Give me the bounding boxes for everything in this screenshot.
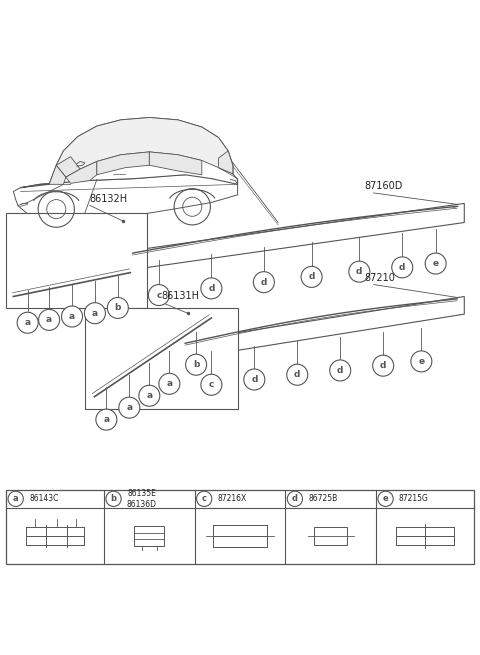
Circle shape <box>96 409 117 430</box>
Text: 86143C: 86143C <box>29 495 59 503</box>
Text: d: d <box>261 278 267 287</box>
Polygon shape <box>149 152 202 175</box>
Text: 86131H: 86131H <box>161 291 199 301</box>
Text: a: a <box>13 495 19 503</box>
Polygon shape <box>66 161 97 183</box>
Text: c: c <box>156 291 162 299</box>
Text: d: d <box>292 495 298 503</box>
Polygon shape <box>13 172 238 219</box>
Text: a: a <box>166 379 172 388</box>
Circle shape <box>411 351 432 372</box>
Text: b: b <box>115 303 121 312</box>
Circle shape <box>425 253 446 274</box>
Polygon shape <box>218 151 233 174</box>
Bar <box>6 213 147 309</box>
Text: d: d <box>399 263 406 272</box>
Polygon shape <box>180 297 464 360</box>
Text: d: d <box>380 361 386 370</box>
Text: a: a <box>46 315 52 324</box>
Polygon shape <box>49 165 66 184</box>
Text: d: d <box>251 375 257 384</box>
Polygon shape <box>128 204 464 271</box>
Text: d: d <box>208 284 215 293</box>
Circle shape <box>84 303 106 324</box>
Bar <box>134 526 164 546</box>
Polygon shape <box>56 157 80 177</box>
Circle shape <box>378 491 393 506</box>
Circle shape <box>253 272 275 293</box>
Bar <box>85 309 238 409</box>
Circle shape <box>287 364 308 385</box>
Text: e: e <box>418 357 424 366</box>
Polygon shape <box>56 117 233 177</box>
Circle shape <box>61 306 83 327</box>
Bar <box>6 490 474 564</box>
Circle shape <box>139 385 160 406</box>
Polygon shape <box>21 117 238 188</box>
Circle shape <box>372 355 394 376</box>
Text: d: d <box>356 267 362 276</box>
Circle shape <box>392 257 413 278</box>
Text: 86132H: 86132H <box>90 195 128 204</box>
Circle shape <box>148 284 169 305</box>
Text: a: a <box>92 309 98 318</box>
Text: 86135E
86136D: 86135E 86136D <box>127 489 157 508</box>
Polygon shape <box>97 152 149 175</box>
Text: 87160D: 87160D <box>364 181 402 191</box>
Text: d: d <box>308 272 315 282</box>
Text: 87210: 87210 <box>364 273 395 283</box>
Bar <box>314 527 347 545</box>
Text: a: a <box>103 415 109 424</box>
Text: 86725B: 86725B <box>308 495 337 503</box>
Text: a: a <box>146 391 152 400</box>
Circle shape <box>186 354 206 375</box>
Text: a: a <box>126 403 132 412</box>
Circle shape <box>159 373 180 394</box>
Text: b: b <box>110 495 117 503</box>
Text: d: d <box>337 366 343 375</box>
Circle shape <box>106 491 121 506</box>
Circle shape <box>301 267 322 288</box>
Text: c: c <box>202 495 207 503</box>
Text: e: e <box>383 495 388 503</box>
Text: b: b <box>193 360 199 369</box>
Circle shape <box>119 397 140 418</box>
Circle shape <box>17 312 38 333</box>
Circle shape <box>287 491 302 506</box>
Text: c: c <box>209 381 214 389</box>
Circle shape <box>197 491 212 506</box>
Circle shape <box>108 297 128 318</box>
Text: a: a <box>69 312 75 321</box>
Text: 87215G: 87215G <box>399 495 429 503</box>
Text: a: a <box>24 318 31 328</box>
Circle shape <box>201 278 222 299</box>
Circle shape <box>349 261 370 282</box>
Text: 87216X: 87216X <box>217 495 247 503</box>
Circle shape <box>330 360 351 381</box>
Circle shape <box>38 309 60 330</box>
Text: d: d <box>294 370 300 379</box>
Circle shape <box>8 491 24 506</box>
Circle shape <box>244 369 265 390</box>
Circle shape <box>201 374 222 395</box>
Text: e: e <box>432 259 439 268</box>
